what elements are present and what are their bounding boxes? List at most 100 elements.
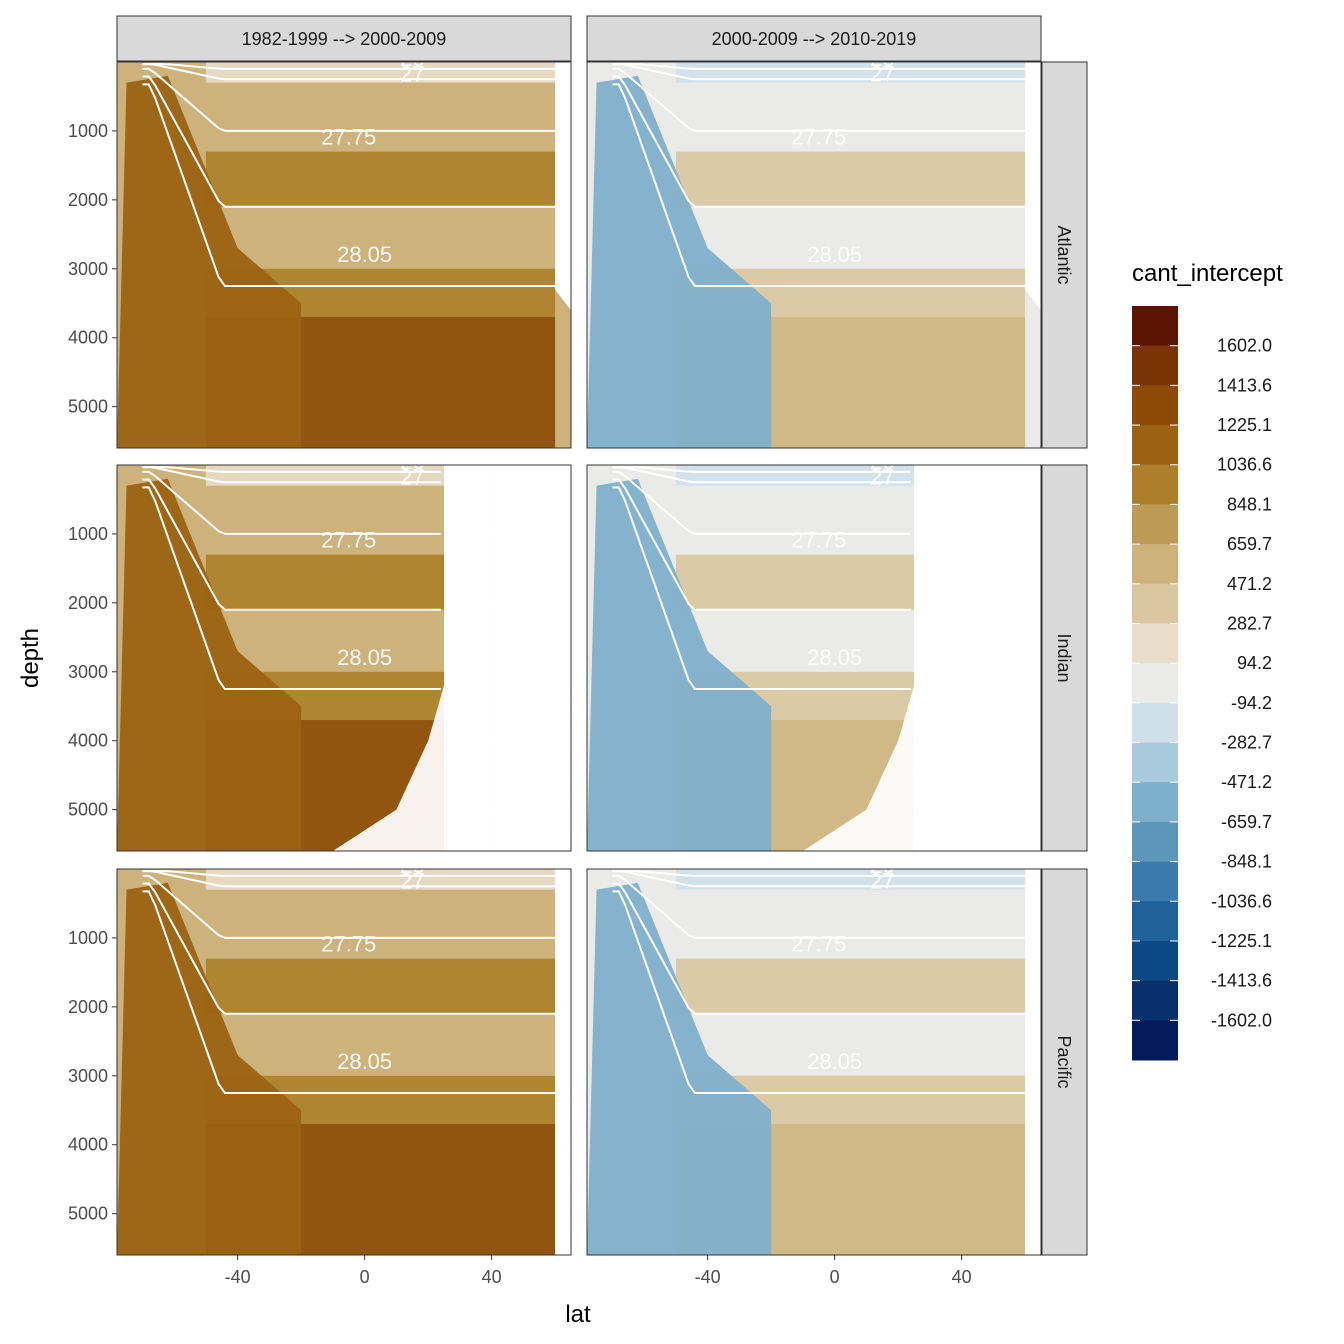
y-tick-label: 3000 — [68, 662, 108, 682]
isopycnal-label: 26 — [870, 853, 894, 878]
y-tick-label: 4000 — [68, 328, 108, 348]
depth-layer-2 — [205, 151, 556, 207]
y-tick-label: 3000 — [68, 259, 108, 279]
legend-swatch — [1132, 583, 1178, 624]
depth-layer-2 — [675, 151, 1026, 207]
x-tick-label: 40 — [952, 1267, 972, 1287]
column-strip-2: 2000-2009 --> 2010-2019 — [586, 15, 1042, 62]
legend-swatch — [1132, 821, 1178, 863]
legend-swatch — [1132, 940, 1178, 982]
x-axes: -40 0 40 -40 0 40 — [225, 1255, 972, 1287]
isopycnal-label: 26 — [400, 449, 424, 474]
legend-labels: 1602.0 1413.6 1225.1 1036.6 848.1 659.7 471.2 2… — [1211, 336, 1272, 1031]
isopycnal-line-2 — [142, 63, 556, 81]
isopycnals — [142, 466, 441, 691]
y-tick-label: 1000 — [68, 928, 108, 948]
depth-layer-2 — [675, 554, 915, 610]
isopycnal-label: 26 — [870, 46, 894, 71]
isopycnal-line-1 — [142, 466, 441, 473]
isopycnal-label: 28.05 — [807, 242, 862, 267]
row-strip-pacific-label: Pacific — [1054, 1035, 1074, 1088]
isopycnal-line-5 — [612, 486, 911, 691]
y-tick-label: 4000 — [68, 731, 108, 751]
isopycnal-label: 28.05 — [337, 242, 392, 267]
isopycnals — [612, 63, 1026, 288]
panel-border — [116, 868, 572, 1256]
southern-band — [117, 478, 302, 851]
isopycnal-label: 28.05 — [337, 1049, 392, 1074]
southern-band — [587, 478, 772, 851]
legend-swatch — [1132, 980, 1178, 1021]
southern-band — [117, 75, 302, 448]
depth-layer-2 — [205, 554, 445, 610]
legend-swatch — [1132, 742, 1178, 783]
panel-border — [116, 464, 572, 852]
legend-label: 471.2 — [1227, 574, 1272, 594]
depth-layer-1 — [675, 869, 1026, 890]
row-strip-atlantic: Atlantic — [1041, 61, 1088, 449]
isopycnal-label: 26 — [400, 46, 424, 71]
x-tick-label: -40 — [225, 1267, 251, 1287]
isopycnal-line-2 — [612, 63, 1026, 81]
seafloor-mask — [587, 465, 1041, 851]
legend-swatch — [1132, 425, 1178, 466]
legend-swatch — [1132, 782, 1178, 823]
panel-border — [586, 464, 1042, 852]
legend: cant_intercept 1602.0 1413.6 1225.1 1036.6 8… — [1132, 260, 1283, 1061]
seafloor-mask — [117, 465, 571, 851]
depth-layer-1 — [675, 62, 1026, 83]
legend-label: 94.2 — [1237, 653, 1272, 673]
legend-label: -1225.1 — [1211, 931, 1272, 951]
isopycnal-line-2 — [612, 466, 911, 484]
y-tick-label: 1000 — [68, 121, 108, 141]
depth-layer-1 — [205, 869, 556, 890]
legend-swatch — [1132, 544, 1178, 585]
panels: 262727.7528.05262727.7528.05262727.7528.… — [116, 46, 1042, 1256]
isopycnal-label: 27 — [870, 61, 894, 86]
isopycnals — [612, 466, 911, 691]
legend-swatch — [1132, 345, 1178, 386]
column-strip-1: 1982-1999 --> 2000-2009 — [116, 15, 572, 62]
isopycnal-line-2 — [142, 870, 556, 888]
legend-swatch — [1132, 1020, 1178, 1061]
legend-label: 659.7 — [1227, 534, 1272, 554]
panel-border — [586, 61, 1042, 449]
legend-label: 1225.1 — [1217, 415, 1272, 435]
y-axis-title: depth — [17, 628, 44, 688]
isopycnal-line-1 — [612, 466, 911, 473]
isopycnal-line-2 — [612, 870, 1026, 888]
isopycnals — [612, 870, 1026, 1095]
isopycnal-label: 27.75 — [321, 528, 376, 553]
isopycnal-line-1 — [142, 63, 556, 70]
x-tick-label: 40 — [482, 1267, 502, 1287]
legend-label: 1036.6 — [1217, 455, 1272, 475]
isopycnal-line-5 — [142, 486, 441, 691]
isopycnal-label: 27.75 — [791, 932, 846, 957]
depth-layer-1 — [205, 465, 445, 486]
isopycnal-line-1 — [612, 63, 1026, 70]
y-tick-label: 2000 — [68, 190, 108, 210]
isopycnal-line-3 — [612, 874, 1026, 939]
x-tick-label: 0 — [360, 1267, 370, 1287]
legend-label: -471.2 — [1221, 772, 1272, 792]
isopycnals — [142, 870, 556, 1095]
isopycnal-label: 27 — [870, 464, 894, 489]
isopycnal-line-5 — [612, 890, 1026, 1095]
y-tick-label: 3000 — [68, 1066, 108, 1086]
y-tick-label: 5000 — [68, 397, 108, 417]
isopycnal-line-3 — [612, 470, 911, 535]
isopycnal-line-1 — [142, 870, 556, 877]
isopycnal-label: 28.05 — [337, 645, 392, 670]
isopycnal-line-3 — [142, 67, 556, 132]
column-strip-1-label: 1982-1999 --> 2000-2009 — [242, 29, 447, 49]
legend-label: 1602.0 — [1217, 336, 1272, 356]
